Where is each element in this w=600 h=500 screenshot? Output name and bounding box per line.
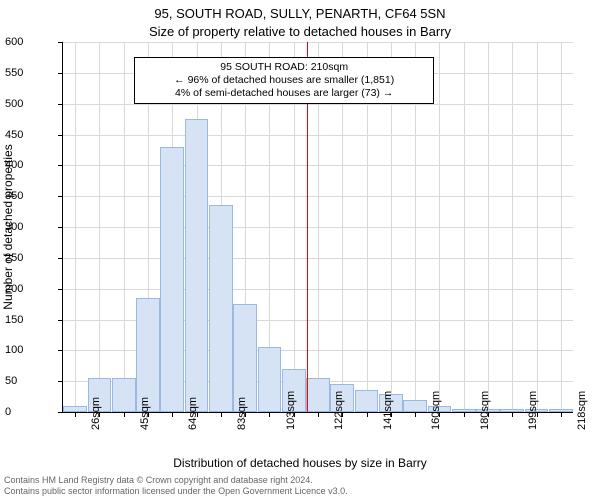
- x-tick-label: 64sqm: [187, 397, 199, 430]
- y-tick-label: 500: [5, 98, 60, 110]
- annotation-line: 95 SOUTH ROAD: 210sqm: [141, 61, 427, 74]
- chart-title-main: 95, SOUTH ROAD, SULLY, PENARTH, CF64 5SN: [0, 6, 600, 21]
- bar: [136, 298, 160, 412]
- bar: [209, 205, 233, 412]
- x-tick-label: 103sqm: [285, 391, 297, 430]
- footnote: Contains HM Land Registry data © Crown c…: [4, 475, 348, 497]
- bar: [403, 400, 427, 412]
- x-axis-label: Distribution of detached houses by size …: [0, 456, 600, 470]
- footnote-line2: Contains public sector information licen…: [4, 486, 348, 497]
- y-tick-label: 0: [5, 406, 60, 418]
- y-tick-label: 100: [5, 344, 60, 356]
- annotation-box: 95 SOUTH ROAD: 210sqm← 96% of detached h…: [134, 57, 434, 104]
- bar: [258, 347, 282, 412]
- y-tick-label: 550: [5, 67, 60, 79]
- y-tick-label: 400: [5, 159, 60, 171]
- y-tick-label: 450: [5, 129, 60, 141]
- y-tick-label: 300: [5, 221, 60, 233]
- x-tick-label: 141sqm: [382, 391, 394, 430]
- bar: [160, 147, 184, 412]
- x-tick-label: 122sqm: [333, 391, 345, 430]
- bar: [185, 119, 209, 412]
- y-tick-label: 350: [5, 190, 60, 202]
- x-tick-label: 180sqm: [479, 391, 491, 430]
- x-tick-label: 199sqm: [527, 391, 539, 430]
- plot-area: 95 SOUTH ROAD: 210sqm← 96% of detached h…: [62, 42, 573, 413]
- chart-title-sub: Size of property relative to detached ho…: [0, 24, 600, 39]
- y-tick-label: 250: [5, 252, 60, 264]
- bar: [355, 390, 379, 412]
- y-tick-label: 200: [5, 283, 60, 295]
- bar: [112, 378, 136, 412]
- x-tick-label: 45sqm: [139, 397, 151, 430]
- bar: [233, 304, 257, 412]
- annotation-line: 4% of semi-detached houses are larger (7…: [141, 87, 427, 100]
- footnote-line1: Contains HM Land Registry data © Crown c…: [4, 475, 348, 486]
- x-tick-label: 160sqm: [430, 391, 442, 430]
- y-axis-ticks: 050100150200250300350400450500550600: [0, 42, 62, 412]
- bar: [306, 378, 330, 412]
- y-tick-label: 50: [5, 375, 60, 387]
- x-tick-label: 26sqm: [90, 397, 102, 430]
- annotation-line: ← 96% of detached houses are smaller (1,…: [141, 74, 427, 87]
- y-tick-label: 150: [5, 314, 60, 326]
- x-tick-label: 218sqm: [576, 391, 588, 430]
- x-tick-label: 83sqm: [236, 397, 248, 430]
- y-tick-label: 600: [5, 36, 60, 48]
